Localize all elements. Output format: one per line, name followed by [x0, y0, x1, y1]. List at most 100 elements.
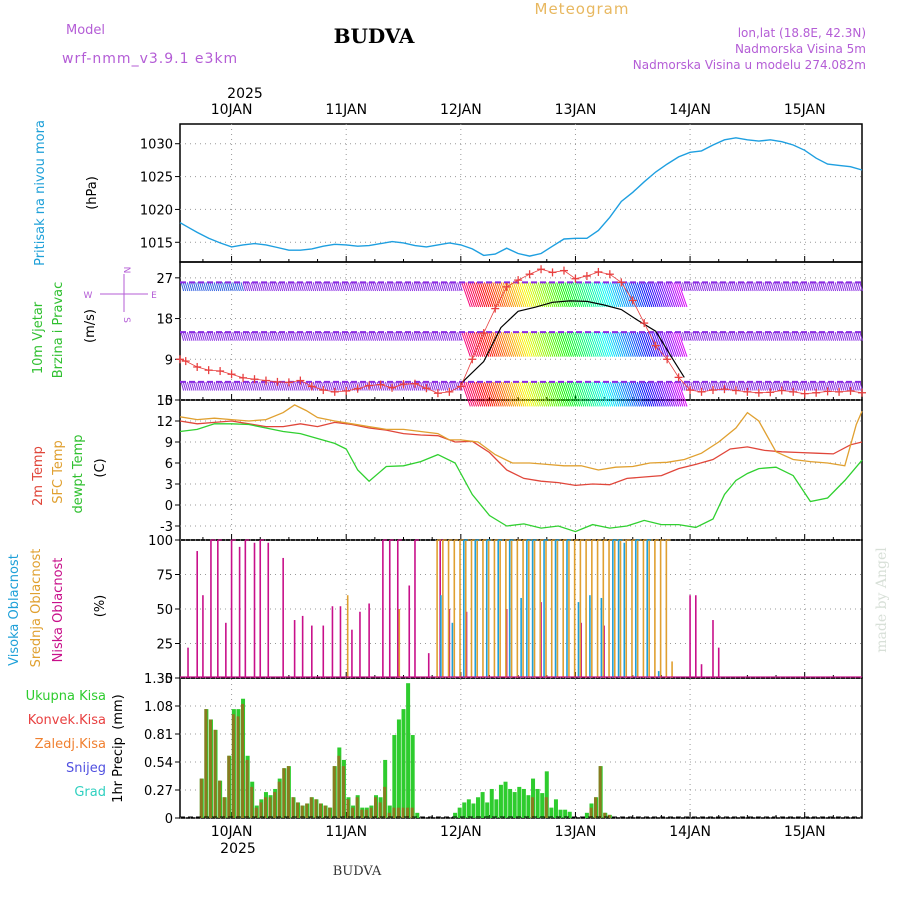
- wind-barb: [335, 282, 339, 292]
- wind-barb: [535, 381, 546, 407]
- wind-barb: [261, 381, 265, 391]
- wind-barb: [285, 282, 290, 292]
- wind-barb: [376, 331, 381, 341]
- wind-barb: [386, 331, 391, 341]
- temperature-line: [179, 423, 863, 533]
- wind-barb: [682, 331, 686, 341]
- wind-barb: [413, 282, 418, 292]
- wind-barb: [679, 282, 684, 292]
- precip-convective-bar: [351, 807, 355, 818]
- wind-barb: [539, 282, 550, 308]
- wind-barb: [832, 381, 837, 391]
- wind-barb: [646, 381, 657, 407]
- wind-barb: [578, 282, 589, 308]
- wind-barb: [257, 282, 261, 292]
- wind-barb: [508, 331, 519, 357]
- precip-convective-bar: [282, 768, 286, 818]
- wind-barb: [434, 381, 438, 391]
- wind-barb: [830, 282, 835, 292]
- wind-barb: [787, 282, 791, 292]
- wind-barb: [481, 381, 492, 407]
- wind-barb: [459, 282, 463, 292]
- chart-subtitle: Meteogram: [535, 0, 630, 18]
- precip-convective-bar: [268, 797, 272, 818]
- wind-barb: [240, 282, 244, 292]
- wind-barb: [275, 381, 280, 391]
- wind-barb: [715, 282, 719, 292]
- wind-barb: [708, 282, 713, 292]
- wind-barb: [201, 331, 205, 341]
- precip-convective-bar: [318, 803, 322, 818]
- wind-barb: [754, 331, 758, 341]
- wind-barb: [252, 381, 257, 391]
- wind-barb: [314, 381, 319, 391]
- temp-ylabel2: SFC Temp: [51, 440, 66, 504]
- wind-barb: [213, 282, 218, 292]
- wind-barb: [721, 282, 725, 292]
- wind-barb: [335, 331, 339, 341]
- wind-barb: [481, 282, 492, 308]
- wind-barb: [205, 282, 209, 292]
- wind-barb: [556, 282, 566, 308]
- wind-barb: [754, 282, 758, 292]
- wind-barb: [531, 331, 541, 357]
- wind-barb: [712, 282, 717, 292]
- wind-barb: [589, 331, 599, 357]
- wind-barb: [407, 331, 412, 341]
- wind-barb: [609, 282, 620, 308]
- wind-barb: [772, 381, 777, 391]
- wind-barb: [422, 381, 426, 391]
- wind-barb: [236, 381, 240, 391]
- wind-barb: [236, 282, 240, 292]
- precip-convective-bar: [204, 709, 208, 818]
- wind-barb: [675, 282, 686, 308]
- wind-barb: [205, 331, 209, 341]
- wind-barb: [193, 331, 197, 341]
- wind-barb: [552, 381, 562, 407]
- wind-speed-line: [460, 300, 685, 385]
- wind-barb: [479, 381, 490, 407]
- wind-barb: [545, 282, 556, 308]
- wind-barb: [516, 381, 527, 407]
- wind-barb: [188, 282, 193, 292]
- wind-barb: [582, 331, 593, 357]
- wind-barb: [271, 381, 275, 391]
- y-tick-label: 0.54: [144, 756, 173, 771]
- wind-barb: [793, 381, 797, 391]
- wind-barb: [727, 282, 731, 292]
- wind-barb: [296, 381, 300, 391]
- wind-barb: [512, 331, 523, 357]
- wind-barb: [805, 282, 810, 292]
- wind-barb: [182, 381, 187, 391]
- wind-barb: [564, 282, 574, 308]
- wind-barb: [217, 381, 222, 391]
- wind-barb: [382, 331, 387, 341]
- wind-barb: [316, 331, 321, 341]
- wind-barb: [446, 282, 451, 292]
- wind-barb: [281, 282, 286, 292]
- wind-barb: [384, 331, 389, 341]
- wind-barb: [211, 331, 216, 341]
- wind-barb: [356, 331, 360, 341]
- wind-barb: [514, 282, 525, 308]
- precip-convective-bar: [259, 802, 263, 818]
- wind-barb: [630, 282, 640, 308]
- y-tick-label: 0: [165, 672, 173, 687]
- wind-barb: [595, 282, 605, 308]
- wind-barb: [768, 331, 773, 341]
- wind-barb: [259, 381, 263, 391]
- wind-barb: [626, 331, 636, 357]
- wind-barb: [483, 282, 494, 308]
- wind-barb: [366, 282, 370, 292]
- wind-barb: [448, 381, 453, 391]
- wind-barb: [721, 331, 725, 341]
- wind-barb: [318, 331, 323, 341]
- wind-barb: [506, 381, 517, 407]
- wind-barb: [653, 381, 663, 407]
- wind-barb: [826, 331, 830, 341]
- wind-barb: [657, 282, 667, 308]
- wind-barb: [640, 282, 651, 308]
- wind-barb: [853, 331, 857, 341]
- wind-barb: [638, 381, 649, 407]
- wind-barb: [545, 381, 556, 407]
